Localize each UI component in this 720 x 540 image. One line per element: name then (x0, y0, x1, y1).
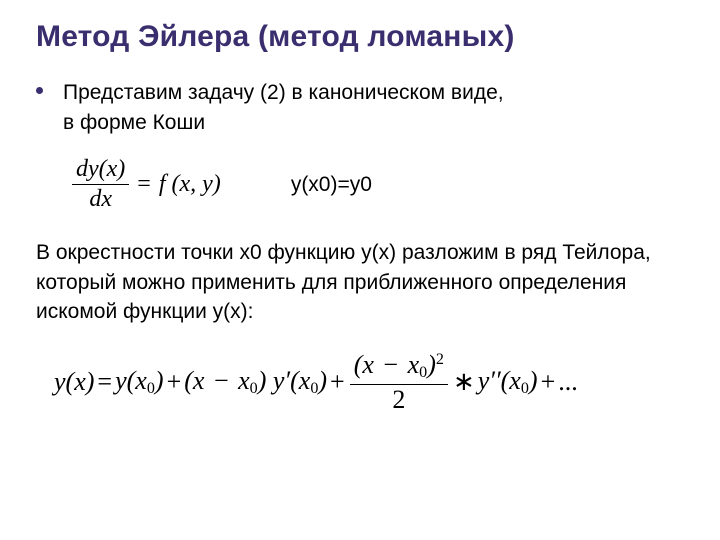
bullet-icon (36, 87, 43, 94)
bullet-line-1: Представим задачу (2) в каноническом вид… (63, 81, 504, 104)
t2a: y′′(x (478, 366, 521, 395)
t1d: ) (318, 366, 327, 395)
t2sub: 0 (521, 381, 529, 398)
fn-c: ) (427, 350, 436, 379)
taylor-frac-den: 2 (388, 387, 409, 413)
taylor-yx: y(x) (54, 367, 94, 397)
ode-rhs: f (x, y) (159, 171, 221, 198)
slide: Метод Эйлера (метод ломаных) Представим … (0, 0, 720, 540)
t0b: ) (155, 366, 164, 395)
fn-sup: 2 (436, 352, 444, 369)
page-title: Метод Эйлера (метод ломаных) (36, 20, 684, 54)
taylor-frac: (x − x0)2 2 (350, 352, 448, 412)
t1c: ) y′(x (258, 366, 311, 395)
taylor-eq: = (94, 367, 115, 397)
plus1: + (164, 367, 185, 397)
t0sub: 0 (147, 381, 155, 398)
ode-lhs-num: dy(x) (72, 157, 129, 182)
t0a: y(x (115, 366, 147, 395)
taylor-expansion: y(x) = y(x0) + (x − x0) y′(x0) + (x − x0… (54, 352, 684, 412)
bullet-text: Представим задачу (2) в каноническом вид… (63, 78, 504, 139)
ode-lhs-den: dx (85, 187, 116, 212)
t1sub: 0 (250, 381, 258, 398)
ode-lhs-fraction: dy(x) dx (72, 157, 129, 212)
t2b: ) (529, 366, 538, 395)
taylor-term2: y′′(x0) (478, 366, 538, 398)
bullet-line-2: в форме Коши (63, 111, 205, 134)
ode-equals: = (129, 171, 159, 198)
paragraph-taylor-intro: В окрестности точки x0 функцию y(x) разл… (36, 238, 684, 326)
fraction-bar (72, 184, 129, 185)
initial-condition: y(x0)=y0 (291, 173, 372, 197)
ode-equation: dy(x) dx = f (x, y) y(x0)=y0 (72, 157, 684, 212)
fn-sub: 0 (419, 364, 427, 381)
fn-a: (x (354, 350, 374, 379)
t1m: − (211, 366, 232, 395)
plus3: + (538, 367, 559, 397)
fn-m: − (380, 350, 401, 379)
taylor-dots: ... (558, 367, 578, 397)
t1a: (x (184, 366, 204, 395)
taylor-frac-num: (x − x0)2 (350, 352, 448, 381)
plus2: + (327, 367, 348, 397)
taylor-term0: y(x0) (115, 366, 163, 398)
taylor-term1: (x − x0) y′(x0) (184, 366, 327, 398)
fn-b: x (408, 350, 420, 379)
t1b: x (238, 366, 250, 395)
star: ∗ (450, 367, 478, 397)
bullet-item-1: Представим задачу (2) в каноническом вид… (36, 78, 684, 139)
